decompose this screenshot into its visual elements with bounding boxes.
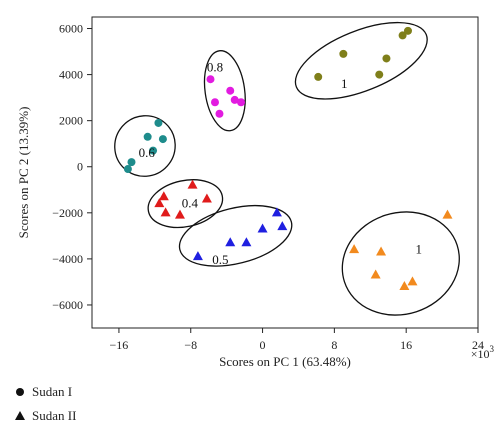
cluster-ellipses xyxy=(114,21,460,316)
cluster-label: 0.8 xyxy=(207,60,223,75)
legend-label: Sudan II xyxy=(32,408,77,423)
plot-frame xyxy=(91,16,479,329)
triangle-point xyxy=(225,237,236,247)
cluster-label: 0.6 xyxy=(139,145,156,160)
cluster-label: 1 xyxy=(341,76,348,91)
cluster-ellipse xyxy=(147,179,224,229)
x-tick-label: −8 xyxy=(184,338,197,352)
x-tick-label: 24 xyxy=(472,338,484,352)
triangle-point xyxy=(407,276,418,286)
triangle-point xyxy=(187,179,198,189)
x-axis-ticks: −16 −8 0 8 16 24 xyxy=(110,328,484,352)
x-axis-multiplier: ×103 xyxy=(471,344,495,361)
x-axis-label: Scores on PC 1 (63.48%) xyxy=(219,354,351,369)
cluster-ellipse xyxy=(341,211,460,316)
y-tick-label: 0 xyxy=(77,160,83,174)
triangle-point xyxy=(154,198,165,208)
circle-point xyxy=(382,54,391,63)
triangle-point xyxy=(241,237,252,247)
triangle-point xyxy=(257,223,268,233)
circle-point xyxy=(403,26,412,35)
circle-point xyxy=(237,98,246,107)
y-tick-label: 6000 xyxy=(59,22,83,36)
cluster-label: 0.4 xyxy=(182,196,199,211)
circle-point xyxy=(339,49,348,58)
circle-point xyxy=(210,98,219,107)
cluster-ellipse xyxy=(203,50,246,132)
triangle-point xyxy=(271,207,282,217)
circle-point xyxy=(143,132,152,141)
circle-point xyxy=(127,158,136,167)
cluster-labels: 0.6 0.8 1 0.4 0.5 1 xyxy=(139,60,422,267)
triangle-point xyxy=(376,246,387,256)
x-tick-label: −16 xyxy=(110,338,129,352)
legend-item-sudan-i: Sudan I xyxy=(14,384,72,400)
y-tick-label: −4000 xyxy=(52,252,83,266)
cluster-ellipse xyxy=(294,21,428,100)
circle-point xyxy=(215,109,224,118)
y-axis-ticks: −6000 −4000 −2000 0 2000 4000 6000 xyxy=(52,22,92,312)
circle-point xyxy=(314,72,323,81)
circle-point xyxy=(158,135,167,144)
y-tick-label: −6000 xyxy=(52,298,83,312)
data-points xyxy=(123,26,453,291)
circle-marker-icon xyxy=(16,388,24,396)
circle-point xyxy=(154,118,163,127)
triangle-marker-icon xyxy=(15,411,25,420)
circle-point xyxy=(226,86,235,95)
x-tick-label: 8 xyxy=(331,338,337,352)
circle-point xyxy=(123,165,132,174)
y-tick-label: 4000 xyxy=(59,68,83,82)
x-tick-label: 0 xyxy=(260,338,266,352)
circle-point xyxy=(206,75,215,84)
triangle-point xyxy=(192,251,203,261)
y-tick-label: 2000 xyxy=(59,114,83,128)
circle-point xyxy=(230,95,239,104)
legend-label: Sudan I xyxy=(32,384,73,399)
x-tick-label: 16 xyxy=(400,338,412,352)
circle-point xyxy=(398,31,407,40)
y-tick-label: −2000 xyxy=(52,206,83,220)
triangle-point xyxy=(399,281,410,291)
legend-item-sudan-ii: Sudan II xyxy=(14,408,76,424)
triangle-point xyxy=(201,193,212,203)
cluster-ellipse xyxy=(178,204,293,267)
triangle-point xyxy=(160,207,171,217)
triangle-point xyxy=(442,209,453,219)
cluster-label: 0.5 xyxy=(212,252,228,267)
triangle-point xyxy=(349,244,360,254)
triangle-point xyxy=(370,269,381,279)
cluster-label: 1 xyxy=(416,242,423,257)
triangle-point xyxy=(277,221,288,231)
triangle-point xyxy=(174,209,185,219)
triangle-point xyxy=(158,191,169,201)
y-axis-label: Scores on PC 2 (13.39%) xyxy=(16,107,31,239)
circle-point xyxy=(149,146,158,155)
circle-point xyxy=(375,70,384,79)
